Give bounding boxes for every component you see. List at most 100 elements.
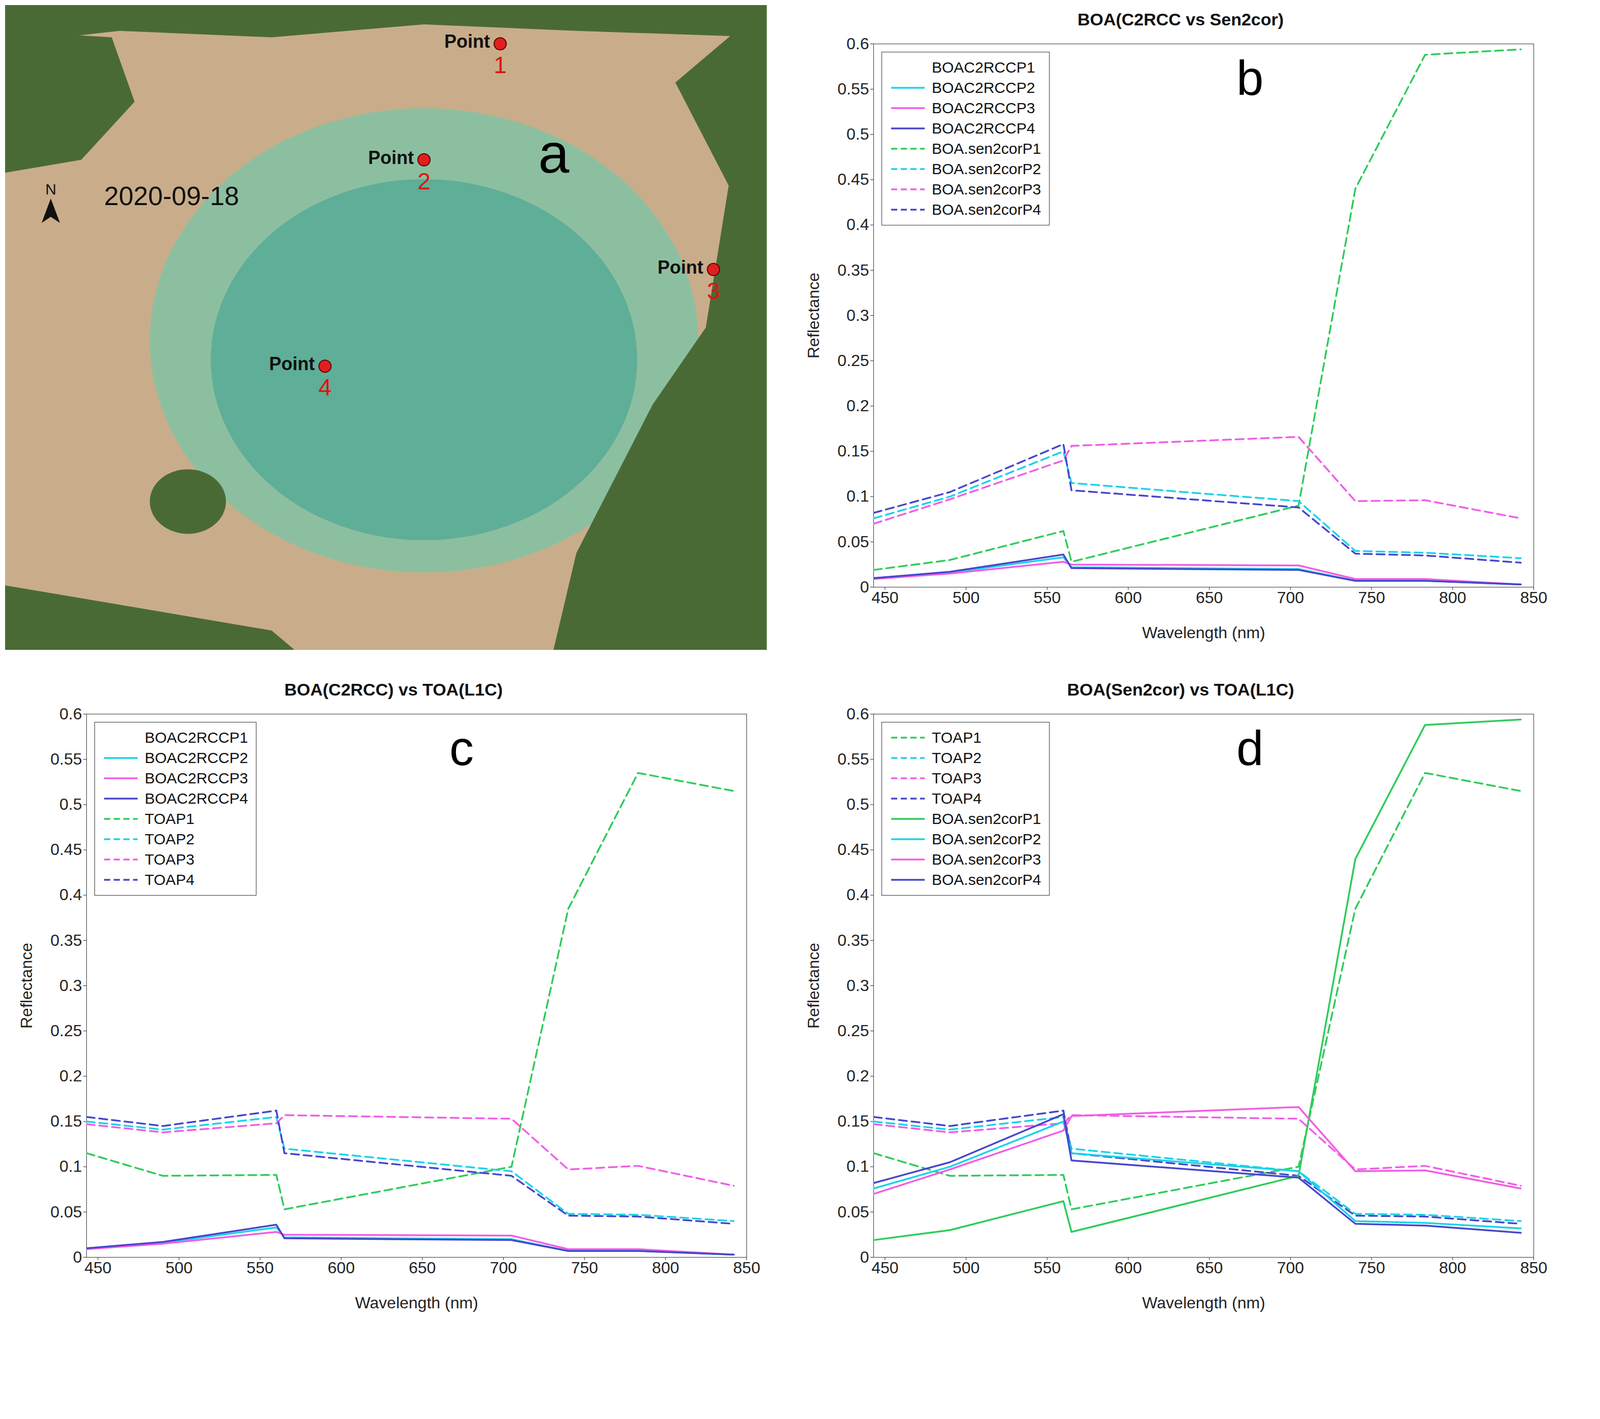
svg-text:0.05: 0.05 — [50, 1202, 82, 1222]
svg-text:450: 450 — [871, 588, 899, 607]
svg-text:750: 750 — [570, 1258, 598, 1278]
svg-text:0: 0 — [73, 1248, 83, 1267]
svg-text:0.5: 0.5 — [846, 795, 869, 814]
svg-text:800: 800 — [1439, 588, 1466, 607]
svg-text:700: 700 — [490, 1258, 517, 1278]
html-text:BOA(C2RCC vs Sen2cor): BOA(C2RCC vs Sen2cor) — [1077, 9, 1284, 29]
svg-text:0.2: 0.2 — [846, 1066, 869, 1086]
svg-text:700: 700 — [1277, 1258, 1304, 1278]
svg-text:Wavelength (nm): Wavelength (nm) — [1141, 623, 1265, 642]
html-text:TOAP2: TOAP2 — [931, 749, 982, 767]
html-text:TOAP4: TOAP4 — [144, 871, 195, 889]
svg-text:0.1: 0.1 — [59, 1157, 82, 1176]
svg-text:500: 500 — [952, 1258, 980, 1278]
svg-text:0.1: 0.1 — [846, 1157, 869, 1176]
svg-text:800: 800 — [1439, 1258, 1466, 1278]
svg-text:0.35: 0.35 — [50, 931, 82, 950]
svg-text:1: 1 — [493, 51, 507, 79]
svg-text:600: 600 — [1114, 588, 1142, 607]
svg-text:0.55: 0.55 — [837, 749, 869, 769]
svg-text:500: 500 — [165, 1258, 193, 1278]
svg-text:Reflectance: Reflectance — [804, 942, 823, 1029]
html-text:d: d — [1236, 721, 1264, 776]
svg-text:0.4: 0.4 — [846, 885, 869, 904]
svg-text:550: 550 — [246, 1258, 274, 1278]
svg-text:Reflectance: Reflectance — [17, 942, 36, 1029]
svg-text:500: 500 — [952, 588, 980, 607]
svg-text:Point: Point — [657, 256, 704, 278]
svg-text:0.35: 0.35 — [837, 260, 869, 280]
svg-text:0.25: 0.25 — [837, 351, 869, 370]
html-text:BOA.sen2corP2: BOA.sen2corP2 — [931, 160, 1041, 178]
svg-text:Point: Point — [269, 353, 315, 375]
svg-text:0.15: 0.15 — [837, 1112, 869, 1131]
svg-text:650: 650 — [1195, 1258, 1223, 1278]
svg-text:650: 650 — [1195, 588, 1223, 607]
svg-text:0.2: 0.2 — [846, 396, 869, 415]
svg-text:0.45: 0.45 — [837, 170, 869, 189]
svg-text:800: 800 — [651, 1258, 679, 1278]
html-text:b: b — [1236, 50, 1264, 106]
html-text:BOA(Sen2cor) vs TOA(L1C): BOA(Sen2cor) vs TOA(L1C) — [1067, 679, 1295, 700]
svg-text:0.4: 0.4 — [846, 215, 869, 234]
svg-text:0.6: 0.6 — [846, 704, 869, 724]
svg-text:a: a — [538, 121, 570, 185]
svg-text:0.15: 0.15 — [837, 441, 869, 461]
svg-text:2020-09-18: 2020-09-18 — [104, 181, 240, 211]
svg-text:0.55: 0.55 — [837, 79, 869, 99]
svg-text:0.5: 0.5 — [846, 124, 869, 144]
svg-text:0.55: 0.55 — [50, 749, 82, 769]
svg-text:0.5: 0.5 — [59, 795, 82, 814]
svg-text:0.6: 0.6 — [846, 34, 869, 53]
html-text:BOAC2RCCP3: BOAC2RCCP3 — [931, 99, 1036, 117]
svg-text:850: 850 — [733, 1258, 761, 1278]
svg-text:650: 650 — [408, 1258, 436, 1278]
svg-text:0.05: 0.05 — [837, 532, 869, 551]
svg-text:Reflectance: Reflectance — [804, 272, 823, 359]
html-text:BOAC2RCCP2: BOAC2RCCP2 — [144, 749, 248, 767]
html-text:BOA(C2RCC) vs TOA(L1C): BOA(C2RCC) vs TOA(L1C) — [284, 679, 503, 700]
svg-text:3: 3 — [706, 277, 721, 305]
html-text:TOAP2: TOAP2 — [144, 830, 195, 848]
html-text:TOAP1: TOAP1 — [144, 810, 195, 828]
svg-text:Point: Point — [444, 30, 491, 52]
html-text:BOAC2RCCP3: BOAC2RCCP3 — [144, 769, 248, 787]
svg-text:0.2: 0.2 — [59, 1066, 82, 1086]
svg-text:0.3: 0.3 — [846, 306, 869, 325]
svg-text:0: 0 — [860, 577, 870, 597]
svg-text:0.25: 0.25 — [50, 1021, 82, 1040]
html-text:BOAC2RCCP1: BOAC2RCCP1 — [931, 58, 1036, 76]
svg-text:600: 600 — [1114, 1258, 1142, 1278]
svg-text:450: 450 — [871, 1258, 899, 1278]
svg-text:0.1: 0.1 — [846, 486, 869, 506]
svg-text:0.35: 0.35 — [837, 931, 869, 950]
svg-text:550: 550 — [1033, 588, 1061, 607]
svg-text:850: 850 — [1520, 1258, 1548, 1278]
svg-text:Wavelength (nm): Wavelength (nm) — [354, 1293, 478, 1313]
svg-text:0.4: 0.4 — [59, 885, 82, 904]
svg-text:0.6: 0.6 — [59, 704, 82, 724]
svg-text:0.05: 0.05 — [837, 1202, 869, 1222]
svg-text:Wavelength (nm): Wavelength (nm) — [1141, 1293, 1265, 1313]
html-text:BOAC2RCCP4: BOAC2RCCP4 — [931, 119, 1036, 137]
svg-text:0.45: 0.45 — [50, 840, 82, 859]
svg-text:700: 700 — [1277, 588, 1304, 607]
svg-text:850: 850 — [1520, 588, 1548, 607]
html-text:BOA.sen2corP3: BOA.sen2corP3 — [931, 180, 1041, 198]
svg-text:0: 0 — [860, 1248, 870, 1267]
svg-text:600: 600 — [327, 1258, 355, 1278]
svg-text:750: 750 — [1357, 1258, 1385, 1278]
svg-text:Point: Point — [368, 147, 414, 169]
svg-text:450: 450 — [84, 1258, 112, 1278]
svg-text:0.45: 0.45 — [837, 840, 869, 859]
svg-text:0.15: 0.15 — [50, 1112, 82, 1131]
svg-text:0.25: 0.25 — [837, 1021, 869, 1040]
svg-text:4: 4 — [318, 374, 332, 401]
svg-text:2: 2 — [417, 168, 431, 195]
svg-text:0.3: 0.3 — [846, 976, 869, 995]
svg-text:N: N — [45, 180, 57, 198]
svg-text:750: 750 — [1357, 588, 1385, 607]
svg-text:550: 550 — [1033, 1258, 1061, 1278]
html-text:c: c — [449, 721, 474, 776]
svg-text:0.3: 0.3 — [59, 976, 82, 995]
